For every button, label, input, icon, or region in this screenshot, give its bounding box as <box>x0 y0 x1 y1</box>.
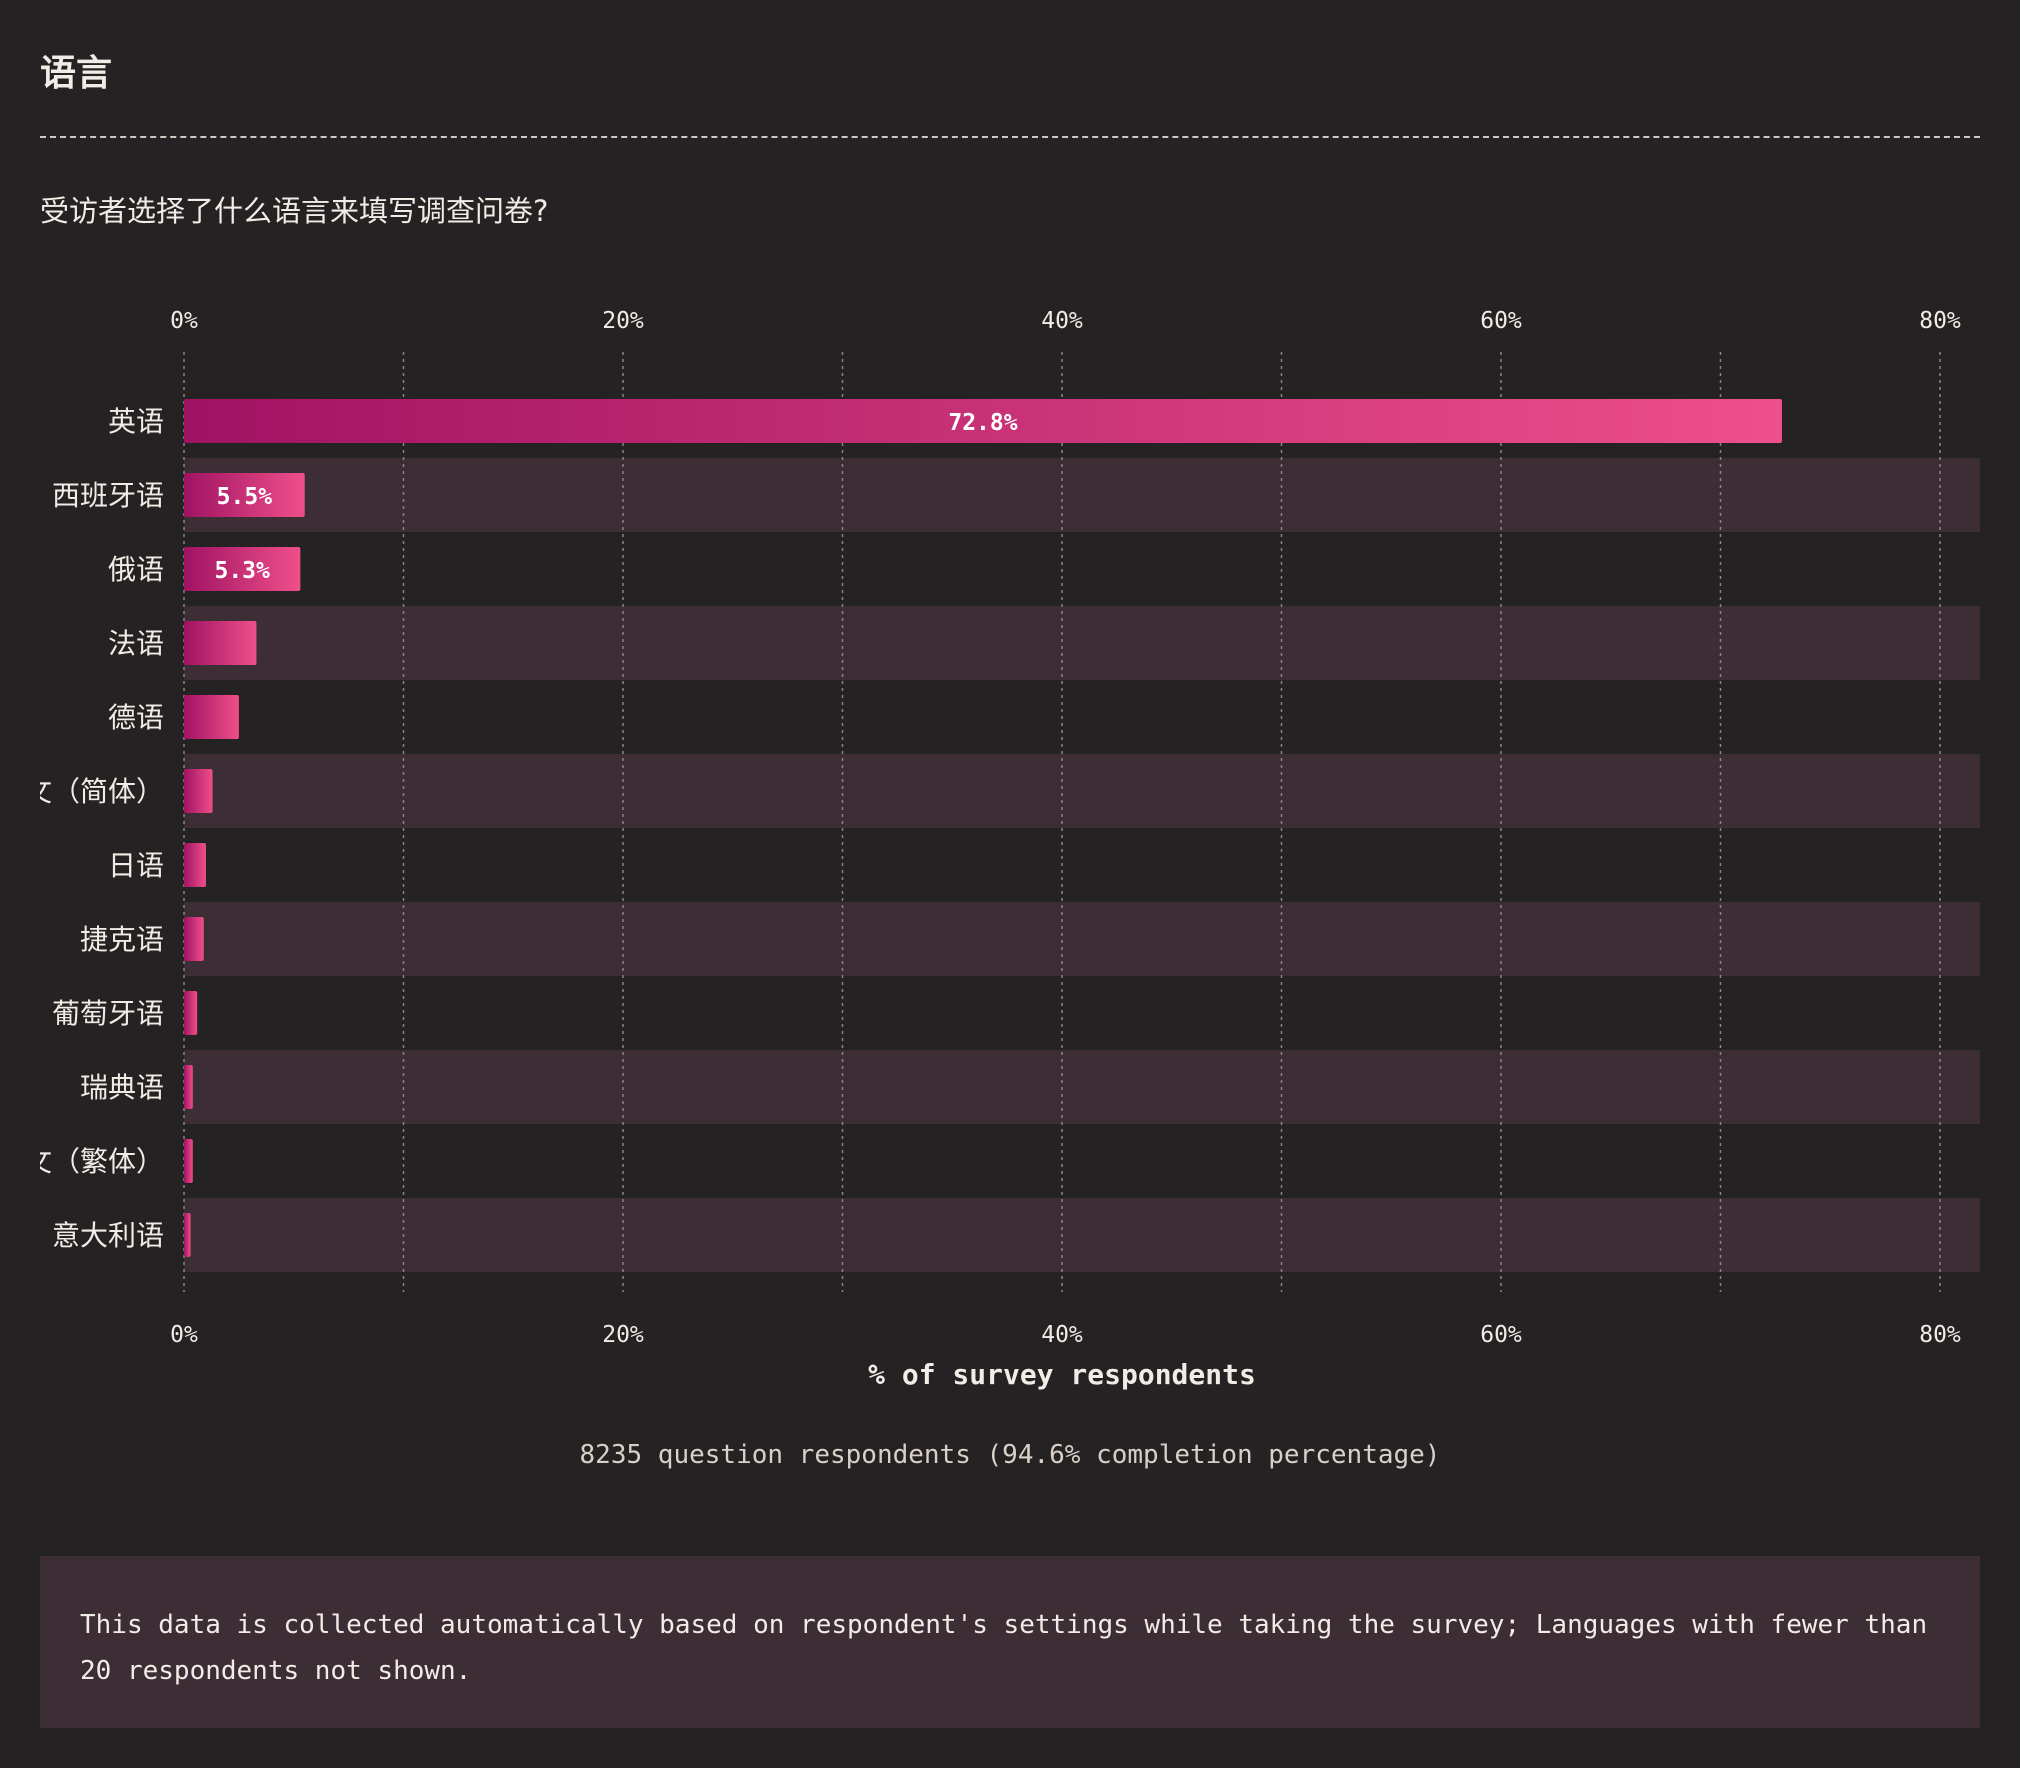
bar <box>184 1139 193 1183</box>
bar <box>184 621 257 665</box>
category-label: 俄语 <box>108 553 164 586</box>
x-tick-label-top: 0% <box>170 308 198 334</box>
bar-value-label: 5.3% <box>214 558 270 584</box>
row-band <box>184 902 1980 976</box>
page-title: 语言 <box>40 53 113 94</box>
title-divider <box>40 136 1980 138</box>
bar <box>184 1213 191 1257</box>
bar <box>184 399 1782 443</box>
x-tick-label-bottom: 80% <box>1919 1322 1961 1348</box>
category-label: 德语 <box>108 701 164 734</box>
x-tick-label-top: 40% <box>1041 308 1083 334</box>
respondents-count: 8235 question respondents (94.6% complet… <box>579 1440 1441 1470</box>
bar <box>184 1065 193 1109</box>
row-band <box>184 458 1980 532</box>
bar <box>184 473 305 517</box>
row-band <box>184 606 1980 680</box>
x-tick-label-top: 20% <box>602 308 644 334</box>
question-text: 受访者选择了什么语言来填写调查问卷? <box>40 194 549 228</box>
data-note: This data is collected automatically bas… <box>40 1556 1980 1728</box>
category-label: 西班牙语 <box>52 479 164 512</box>
x-axis-label: % of survey respondents <box>868 1358 1256 1391</box>
bar <box>184 769 213 813</box>
bar <box>184 991 198 1035</box>
category-label: 法语 <box>108 627 164 660</box>
category-label: 中文（繁体） <box>0 1145 164 1178</box>
category-label: 日语 <box>108 849 164 882</box>
bar <box>184 917 204 961</box>
row-band <box>184 754 1980 828</box>
bar-value-label: 72.8% <box>948 410 1017 436</box>
category-label: 葡萄牙语 <box>52 997 164 1030</box>
bar <box>184 547 301 591</box>
x-tick-label-bottom: 60% <box>1480 1322 1522 1348</box>
bar <box>184 843 206 887</box>
row-band <box>184 1050 1980 1124</box>
category-label: 英语 <box>108 405 164 438</box>
category-label: 中文（简体） <box>0 775 164 808</box>
x-tick-label-top: 60% <box>1480 308 1522 334</box>
category-label: 捷克语 <box>80 923 164 956</box>
bar <box>184 695 239 739</box>
category-label: 意大利语 <box>52 1219 164 1252</box>
row-band <box>184 1198 1980 1272</box>
bar-value-label: 5.5% <box>217 484 273 510</box>
x-tick-label-bottom: 0% <box>170 1322 198 1348</box>
category-label: 瑞典语 <box>80 1071 164 1104</box>
x-tick-label-top: 80% <box>1919 308 1961 334</box>
x-tick-label-bottom: 20% <box>602 1322 644 1348</box>
x-tick-label-bottom: 40% <box>1041 1322 1083 1348</box>
